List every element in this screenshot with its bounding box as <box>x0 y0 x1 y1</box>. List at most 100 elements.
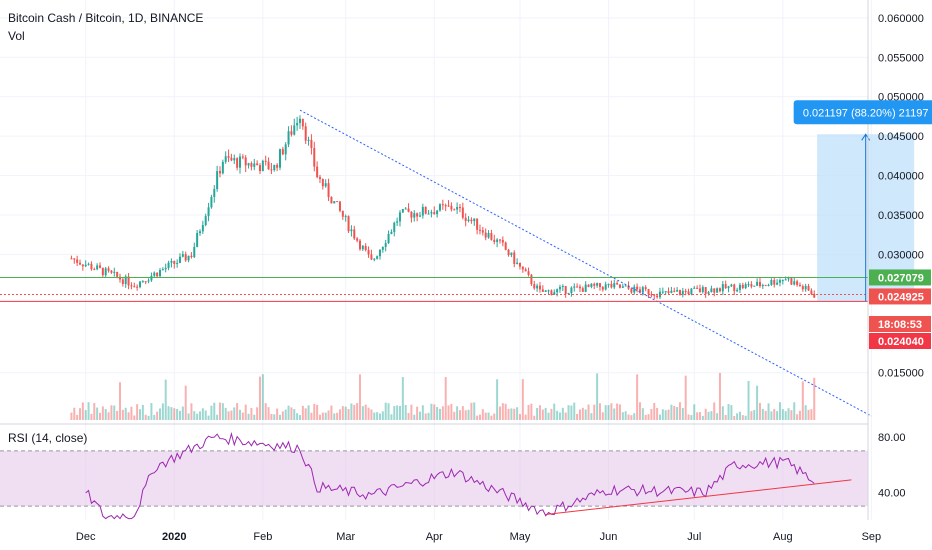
rsi-label[interactable]: RSI (14, close) <box>8 431 87 445</box>
candle-body <box>693 287 696 289</box>
candle-body <box>321 178 324 187</box>
candle-body <box>670 290 673 293</box>
candle-body <box>758 281 761 287</box>
candle-body <box>201 225 204 232</box>
volume-bar <box>701 415 704 420</box>
trendline[interactable] <box>299 109 872 417</box>
candle-body <box>218 171 221 174</box>
volume-bar <box>750 411 753 420</box>
volume-bar <box>767 403 770 420</box>
volume-bar <box>158 408 161 420</box>
volume-bar <box>190 403 193 420</box>
time-tick-label: Apr <box>426 531 443 543</box>
candle-body <box>198 231 201 234</box>
volume-bar <box>144 414 147 420</box>
candle-body <box>161 269 164 271</box>
volume-bar <box>576 413 579 420</box>
candle-body <box>256 163 259 166</box>
volume-bar <box>147 415 150 420</box>
volume-bar <box>224 407 227 420</box>
volume-bar <box>633 413 636 420</box>
volume-bar <box>170 407 173 420</box>
symbol-title[interactable]: Bitcoin Cash / Bitcoin, 1D, BINANCE <box>8 11 203 25</box>
volume-bar <box>573 402 576 420</box>
rsi-trendline[interactable] <box>545 479 852 515</box>
volume-bar <box>127 412 130 420</box>
candle-body <box>396 221 399 223</box>
candle-body <box>630 288 633 293</box>
candle-body <box>536 285 539 289</box>
volume-bar <box>687 414 690 420</box>
green-level-badge <box>869 269 931 286</box>
volume-bar <box>287 405 290 420</box>
volume-bar <box>758 402 761 420</box>
time-axis[interactable]: Dec 2020 Feb Mar Apr May Jun Jul Aug Sep <box>76 531 881 543</box>
candle-body <box>444 205 447 207</box>
volume-bar <box>801 381 804 420</box>
candle-body <box>516 262 519 265</box>
volume-bar <box>201 408 204 420</box>
volume-bar <box>238 409 241 420</box>
candle-body <box>318 177 321 179</box>
volume-bar <box>427 412 430 420</box>
price-axis[interactable]: 0.0600000.0550000.0500000.0450000.040000… <box>878 13 924 380</box>
candle-body <box>704 287 707 294</box>
candle-body <box>550 290 553 295</box>
volume-bar <box>347 408 350 420</box>
candle-body <box>676 290 679 292</box>
price-tick-label: 0.045000 <box>878 131 924 143</box>
candle-body <box>178 256 181 263</box>
volume-bar <box>613 408 616 420</box>
volume-bar <box>513 408 516 420</box>
candle-body <box>556 289 559 293</box>
candle-body <box>427 213 430 215</box>
volume-bar <box>724 414 727 420</box>
time-tick-label: Feb <box>253 531 272 543</box>
candle-body <box>716 288 719 293</box>
volume-bar <box>747 380 750 420</box>
candle-body <box>270 169 273 171</box>
volume-bar <box>93 403 96 420</box>
volume-bar <box>550 408 553 420</box>
volume-bar <box>204 410 207 420</box>
volume-bar <box>113 405 116 420</box>
volume-bar <box>301 405 304 420</box>
candle-body <box>613 283 616 288</box>
candle-body <box>76 259 79 263</box>
volume-bar <box>404 404 407 420</box>
volume-label[interactable]: Vol <box>8 29 25 43</box>
candle-body <box>721 284 724 292</box>
candle-body <box>393 222 396 232</box>
volume-bar <box>798 410 801 420</box>
volume-bar <box>561 407 564 420</box>
candle-body <box>658 291 661 298</box>
candle-body <box>224 156 227 162</box>
candle-body <box>281 149 284 155</box>
candle-body <box>610 283 613 288</box>
volume-bar <box>318 414 321 420</box>
candle-body <box>390 231 393 234</box>
volume-bar <box>458 410 461 420</box>
volume-bar <box>593 404 596 420</box>
candle-body <box>521 266 524 270</box>
candle-body <box>633 286 636 293</box>
candle-body <box>196 233 199 247</box>
time-tick-label: Jul <box>687 531 701 543</box>
candle-body <box>673 290 676 292</box>
red-level-badge <box>869 333 931 349</box>
candle-body <box>476 218 479 230</box>
candle-body <box>424 206 427 214</box>
time-tick-label: May <box>510 531 531 543</box>
candle-body <box>367 250 370 255</box>
volume-bar <box>198 411 201 420</box>
volume-bar <box>281 411 284 420</box>
volume-bars <box>70 372 816 420</box>
volume-bar <box>533 415 536 420</box>
volume-bar <box>764 410 767 420</box>
volume-bar <box>476 415 479 420</box>
volume-bar <box>173 408 176 420</box>
volume-bar <box>484 412 487 420</box>
price-tick-label: 0.035000 <box>878 210 924 222</box>
volume-bar <box>696 412 699 420</box>
